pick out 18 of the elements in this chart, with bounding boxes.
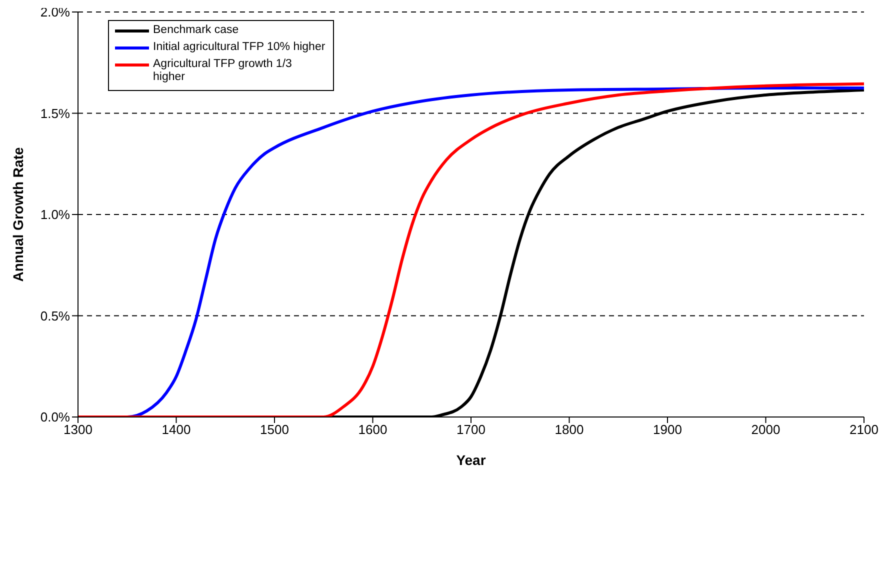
y-tick-label: 0.5%	[40, 308, 70, 324]
x-tick-label: 1400	[162, 422, 191, 438]
legend-label: Agricultural TFP growth 1/3 higher	[153, 58, 293, 84]
x-tick-label: 1800	[554, 422, 584, 438]
x-tick-label: 1700	[456, 422, 486, 438]
y-tick-label: 1.0%	[40, 207, 70, 222]
x-tick-label: 1900	[653, 422, 682, 438]
y-tick-label: 1.5%	[40, 106, 70, 121]
x-axis-title: Year	[456, 452, 486, 468]
x-tick-label: 2100	[850, 422, 878, 438]
legend-label: Initial agricultural TFP 10% higher	[153, 41, 326, 54]
x-tick-label: 1300	[64, 422, 92, 438]
y-tick-label: 0.0%	[40, 410, 70, 425]
legend-label: Benchmark case	[153, 24, 239, 37]
y-axis-title: Annual Growth Rate	[10, 147, 26, 282]
x-tick-label: 1600	[358, 422, 388, 438]
x-tick-label: 2000	[751, 422, 780, 438]
x-tick-label: 1500	[260, 422, 289, 438]
